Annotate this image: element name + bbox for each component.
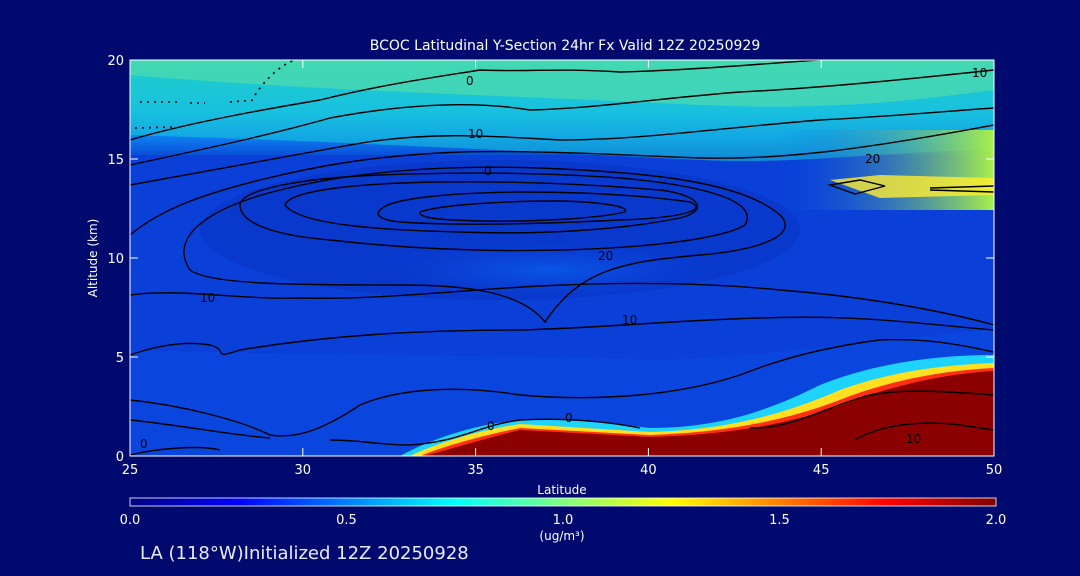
contour-label: 0 (487, 419, 495, 433)
contour-label: 0 (484, 164, 492, 178)
chart-title: BCOC Latitudinal Y-Section 24hr Fx Valid… (370, 38, 760, 54)
contour-label: 0 (140, 437, 148, 451)
plot-area: 0 10 20 10 0 20 10 10 0 0 10 0 (130, 60, 994, 456)
x-axis-label: Latitude (537, 483, 586, 497)
x-tick-label: 30 (295, 463, 312, 478)
y-tick-label: 15 (107, 153, 124, 168)
contour-label: 10 (972, 66, 987, 80)
y-tick-label: 5 (116, 351, 124, 366)
colorbar (129, 497, 997, 507)
colorbar-tick-label: 2.0 (986, 513, 1007, 528)
y-tick-label: 0 (116, 450, 124, 465)
x-tick-label: 25 (122, 463, 139, 478)
contour-label: 10 (468, 127, 483, 141)
contour-label: 10 (200, 291, 215, 305)
y-tick-label: 20 (107, 54, 124, 69)
y-axis-label: Altitude (km) (86, 219, 100, 298)
dotted-contours (134, 60, 296, 129)
y-axis: 0 5 10 15 20 (107, 54, 994, 465)
x-tick-label: 45 (813, 463, 830, 478)
x-tick-label: 40 (640, 463, 657, 478)
contour-label: 20 (598, 249, 613, 263)
contour-label-group: 0 10 20 10 0 20 10 10 0 0 10 0 (140, 66, 987, 451)
contour-label: 0 (565, 411, 573, 425)
colorbar-ticks: 0.0 0.5 1.0 1.5 2.0 (120, 513, 1007, 528)
colorbar-tick-label: 0.5 (336, 513, 357, 528)
y-tick-label: 10 (107, 252, 124, 267)
contour-label: 0 (466, 74, 474, 88)
x-tick-label: 35 (467, 463, 484, 478)
colorbar-tick-label: 1.0 (553, 513, 574, 528)
x-axis: 25 30 35 40 45 50 (122, 60, 1003, 478)
contour-label: 10 (622, 313, 637, 327)
footer-init-label: LA (118°W)Initialized 12Z 20250928 (140, 543, 469, 564)
contour-label: 10 (906, 432, 921, 446)
colorbar-tick-label: 1.5 (769, 513, 790, 528)
colorbar-tick-label: 0.0 (120, 513, 141, 528)
contour-label: 20 (865, 152, 880, 166)
colorbar-units: (ug/m³) (539, 529, 584, 543)
contour-lines (130, 60, 994, 456)
x-tick-label: 50 (986, 463, 1003, 478)
